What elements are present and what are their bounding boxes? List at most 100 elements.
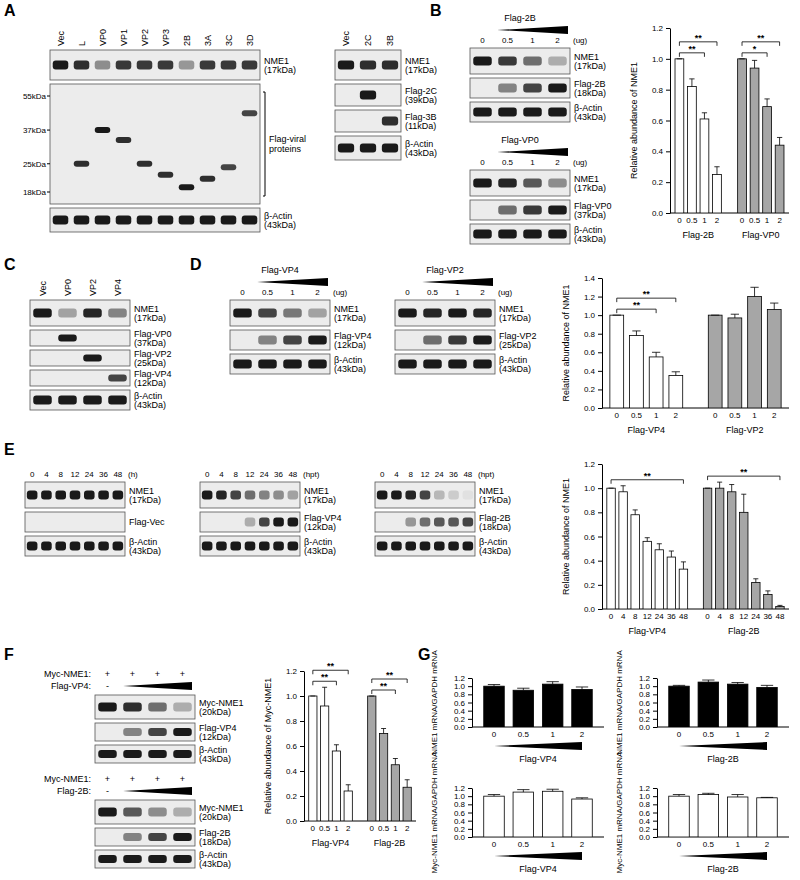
blot-strip <box>95 800 195 824</box>
lane-unit: (ug) <box>573 158 588 167</box>
row-size: (20kDa) <box>199 707 231 717</box>
band <box>98 728 117 736</box>
band <box>405 518 416 527</box>
y-tick-mark <box>598 389 602 390</box>
band <box>283 336 302 345</box>
band <box>148 750 167 758</box>
y-tick: 0.8 <box>639 690 657 699</box>
band <box>108 396 127 405</box>
category-label: 1 <box>765 216 770 225</box>
category-label: 48 <box>679 612 688 621</box>
y-tick-label: 0.8 <box>639 800 651 809</box>
panel-label: B <box>430 2 442 19</box>
band <box>448 309 467 318</box>
band <box>158 216 174 225</box>
band <box>137 216 153 225</box>
blot-strip <box>375 482 475 508</box>
row-size: (17kDa) <box>304 495 336 505</box>
band <box>74 161 90 167</box>
band <box>74 216 90 225</box>
band <box>116 61 132 70</box>
y-tick-mark <box>598 408 602 409</box>
band <box>83 309 102 318</box>
band <box>473 108 492 117</box>
row-size: (43kDa) <box>264 220 296 230</box>
error-bar <box>673 795 685 797</box>
series-name: Flag-VP4 <box>628 626 666 636</box>
lane-label: 8 <box>408 470 413 479</box>
category-label: 2 <box>580 840 585 849</box>
lane-label: 8 <box>233 470 238 479</box>
category-label: 48 <box>775 612 784 621</box>
lane-label: 0.5 <box>502 158 514 167</box>
error-bar <box>576 687 588 689</box>
band <box>70 491 81 500</box>
y-tick-mark <box>653 804 657 805</box>
condition-mark: - <box>106 786 109 796</box>
row-size: (17kDa) <box>264 65 296 75</box>
error-bar <box>547 789 559 791</box>
y-tick: 0.0 <box>454 723 472 732</box>
mw-tick <box>47 130 50 131</box>
band <box>113 491 124 500</box>
error-bar <box>702 680 714 682</box>
y-tick: 0.6 <box>454 699 472 708</box>
bar <box>332 751 340 821</box>
wedge <box>422 278 493 286</box>
band <box>473 179 492 188</box>
significance-label: ** <box>688 44 696 54</box>
significance-label: ** <box>695 33 703 43</box>
band <box>420 518 431 527</box>
band <box>202 491 213 500</box>
band <box>179 61 195 70</box>
y-tick: 0.8 <box>584 508 602 517</box>
band <box>233 336 252 345</box>
blot: 00.512(ug)Flag-VP2NME1(17kDa)Flag-VP2(25… <box>395 265 537 374</box>
blot-strip <box>470 200 570 220</box>
y-tick-mark <box>666 182 670 183</box>
y-tick: 0.0 <box>639 833 657 842</box>
y-tick-mark <box>653 837 657 838</box>
lane-label: 0.5 <box>427 288 439 297</box>
significance-label: ** <box>380 681 388 691</box>
error-bar <box>405 780 410 788</box>
band <box>113 542 124 551</box>
row-size: (17kDa) <box>134 313 166 323</box>
band <box>258 336 277 345</box>
band <box>221 164 237 170</box>
band <box>202 518 213 527</box>
lane-label: VP3 <box>161 29 171 46</box>
band <box>98 833 117 841</box>
y-tick-mark <box>653 796 657 797</box>
band <box>173 728 192 736</box>
blot-strip <box>395 354 495 374</box>
y-tick-label: 0.4 <box>454 707 466 716</box>
band <box>473 57 492 66</box>
lane-label: 48 <box>113 470 122 479</box>
band <box>116 137 132 143</box>
y-tick-label: 1.4 <box>584 274 596 283</box>
y-tick: 0.4 <box>652 147 670 156</box>
y-tick: 1.0 <box>584 484 602 493</box>
band <box>308 336 327 345</box>
bar-chart: 0.00.20.40.60.81.01.2Relative abundance … <box>629 24 789 240</box>
lane-label: 0.5 <box>502 36 514 45</box>
lane-label: 24 <box>435 470 444 479</box>
series-name: Flag-2B <box>707 864 739 874</box>
y-tick-mark <box>300 821 304 822</box>
row-size: (43kDa) <box>405 148 437 158</box>
band <box>423 309 442 318</box>
error-bar <box>717 482 722 488</box>
series-name: Flag-2B <box>728 626 760 636</box>
y-tick: 1.2 <box>286 667 304 676</box>
lane-label: Vec <box>56 30 66 46</box>
band <box>55 518 66 527</box>
y-tick: 0.6 <box>652 117 670 126</box>
band <box>148 728 167 736</box>
band <box>53 141 69 147</box>
band <box>382 91 398 100</box>
band <box>55 491 66 500</box>
row-size: (11kDa) <box>405 121 436 131</box>
error-bar <box>752 60 757 68</box>
lane-label: 2 <box>315 288 320 297</box>
